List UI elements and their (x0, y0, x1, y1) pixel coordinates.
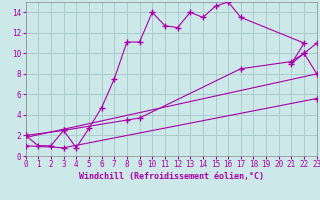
X-axis label: Windchill (Refroidissement éolien,°C): Windchill (Refroidissement éolien,°C) (79, 172, 264, 181)
